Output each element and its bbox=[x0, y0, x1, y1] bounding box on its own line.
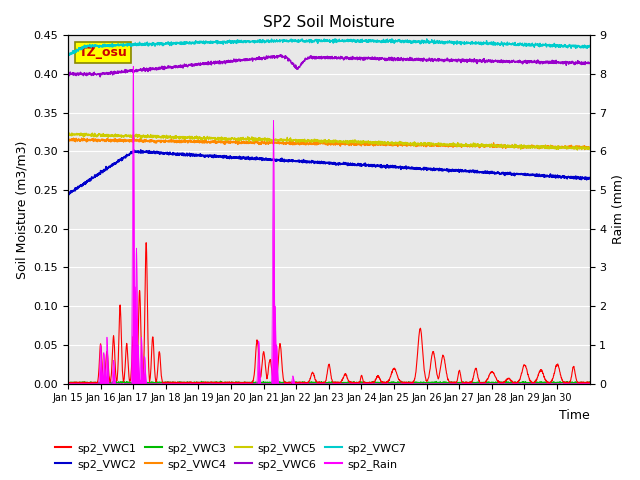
Y-axis label: Raim (mm): Raim (mm) bbox=[612, 175, 625, 244]
Legend: sp2_VWC1, sp2_VWC2, sp2_VWC3, sp2_VWC4, sp2_VWC5, sp2_VWC6, sp2_VWC7, sp2_Rain: sp2_VWC1, sp2_VWC2, sp2_VWC3, sp2_VWC4, … bbox=[51, 438, 411, 474]
X-axis label: Time: Time bbox=[559, 409, 589, 422]
Text: TZ_osu: TZ_osu bbox=[79, 46, 127, 59]
Title: SP2 Soil Moisture: SP2 Soil Moisture bbox=[263, 15, 395, 30]
Y-axis label: Soil Moisture (m3/m3): Soil Moisture (m3/m3) bbox=[15, 140, 28, 278]
